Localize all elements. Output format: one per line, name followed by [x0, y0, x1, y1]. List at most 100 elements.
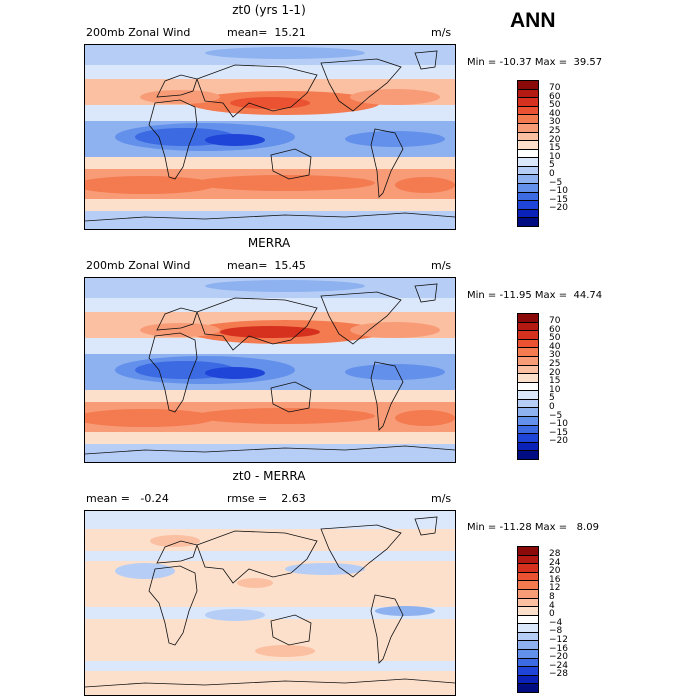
panel-1-units: m/s — [431, 26, 452, 39]
colorbar-tick-label: 40 — [549, 341, 561, 352]
colorbar-tick-label: 0 — [549, 168, 555, 179]
colorbar-tick-label: 0 — [549, 401, 555, 412]
panel-2-minmax: Min = -11.95 Max = 44.74 — [467, 290, 603, 301]
contour-band — [85, 551, 455, 561]
colorbar-tick-label: 60 — [549, 91, 561, 102]
colorbar-tick-label: −5 — [549, 410, 563, 421]
field-map-3 — [85, 511, 455, 695]
colorbar-tick-label: −10 — [549, 186, 568, 197]
colorbar-tick-label: 30 — [549, 350, 561, 361]
contour-band — [85, 157, 455, 169]
panel-3-mean: mean = -0.24 — [86, 492, 169, 505]
colorbar-tick-label: −20 — [549, 436, 568, 447]
panel-1-minmax: Min = -10.37 Max = 39.57 — [467, 57, 603, 68]
contour-band — [85, 65, 455, 79]
contour-band — [115, 563, 175, 579]
contour-band — [350, 322, 440, 338]
colorbar-tick-label: −28 — [549, 669, 568, 680]
contour-band — [195, 408, 375, 424]
colorbar-tick-label: 5 — [549, 160, 555, 171]
contour-band — [85, 338, 455, 354]
colorbar-tick-label: 15 — [549, 143, 561, 154]
colorbar-tick-label: 70 — [549, 316, 561, 327]
coastlines — [85, 283, 455, 455]
colorbar-tick-label: 50 — [549, 100, 561, 111]
colorbar-tick-label: 60 — [549, 324, 561, 335]
contour-band — [345, 131, 445, 147]
colorbar-swatch — [517, 450, 539, 460]
panel-title-1: zt0 (yrs 1-1) — [232, 3, 306, 17]
colorbar-tick-label: 8 — [549, 592, 555, 603]
colorbar-tick-label: 70 — [549, 83, 561, 94]
contour-band — [85, 199, 455, 211]
contour-band — [205, 134, 265, 146]
colorbar-1: 70 60 50 40 30 25 20 15 10 5 0 −5 −10 −15 −20 — [517, 80, 568, 227]
contour-band — [350, 89, 440, 105]
contour-band — [85, 298, 455, 312]
panel-2-left-label: 200mb Zonal Wind — [86, 259, 191, 272]
panel-2-mean: mean= 15.45 — [227, 259, 306, 272]
colorbar-tick-label: −20 — [549, 652, 568, 663]
colorbar-tick-label: 15 — [549, 376, 561, 387]
contour-band — [85, 409, 215, 427]
panel-3-minmax: Min = -11.28 Max = 8.09 — [467, 522, 599, 533]
contour-band — [395, 177, 455, 193]
panel-2-units: m/s — [431, 259, 452, 272]
contour-band — [205, 280, 365, 292]
colorbar-tick-label: 50 — [549, 333, 561, 344]
panel-1-mean: mean= 15.21 — [227, 26, 306, 39]
panel-3-units: m/s — [431, 492, 452, 505]
contour-band — [255, 645, 315, 657]
colorbar-tick-label: 40 — [549, 108, 561, 119]
contour-band — [237, 578, 273, 588]
colorbar-tick-label: 30 — [549, 117, 561, 128]
map-panel-3 — [84, 510, 456, 696]
contour-band — [375, 606, 435, 616]
contour-band — [395, 410, 455, 426]
colorbar-tick-label: 5 — [549, 393, 555, 404]
field-map-2 — [85, 278, 455, 462]
panel-1-left-label: 200mb Zonal Wind — [86, 26, 191, 39]
contour-band — [195, 175, 375, 191]
colorbar-tick-label: 24 — [549, 557, 561, 568]
contour-band — [140, 323, 220, 337]
contour-band — [220, 326, 320, 338]
colorbar-tick-label: −15 — [549, 427, 568, 438]
colorbar-tick-label: 28 — [549, 549, 561, 560]
colorbar-tick-label: 0 — [549, 609, 555, 620]
map-panel-2 — [84, 277, 456, 463]
contour-band — [205, 609, 265, 621]
colorbar-3: 28 24 20 16 12 8 4 0 −4 −8 −12 −16 −20 −24 −28 — [517, 546, 568, 693]
contour-band — [345, 364, 445, 380]
contour-band — [205, 47, 365, 59]
map-panel-1 — [84, 44, 456, 230]
colorbar-tick-label: 25 — [549, 126, 561, 137]
contour-band — [85, 176, 215, 194]
contour-band — [85, 661, 455, 671]
contour-band — [85, 607, 455, 619]
colorbar-tick-label: 20 — [549, 367, 561, 378]
colorbar-tick-label: 20 — [549, 566, 561, 577]
colorbar-tick-label: −20 — [549, 203, 568, 214]
colorbar-tick-label: 16 — [549, 574, 561, 585]
colorbar-tick-label: −16 — [549, 643, 568, 654]
colorbar-tick-label: 4 — [549, 600, 555, 611]
coastlines — [85, 516, 455, 688]
field-map-1 — [85, 45, 455, 229]
contour-band — [205, 367, 265, 379]
panel-title-2: MERRA — [247, 236, 291, 250]
contour-band — [285, 563, 365, 575]
contour-band — [85, 511, 455, 529]
contour-band — [85, 432, 455, 444]
contour-band — [85, 390, 455, 402]
coastlines — [85, 50, 455, 222]
panel-title-3: zt0 - MERRA — [232, 469, 306, 483]
season-label: ANN — [510, 9, 556, 32]
colorbar-tick-label: −4 — [549, 617, 563, 628]
colorbar-tick-label: −8 — [549, 626, 563, 637]
colorbar-tick-label: 10 — [549, 151, 561, 162]
colorbar-tick-label: −5 — [549, 177, 563, 188]
colorbar-tick-label: −15 — [549, 194, 568, 205]
colorbar-tick-label: 25 — [549, 359, 561, 370]
colorbar-2: 70 60 50 40 30 25 20 15 10 5 0 −5 −10 −15 −20 — [517, 313, 568, 460]
